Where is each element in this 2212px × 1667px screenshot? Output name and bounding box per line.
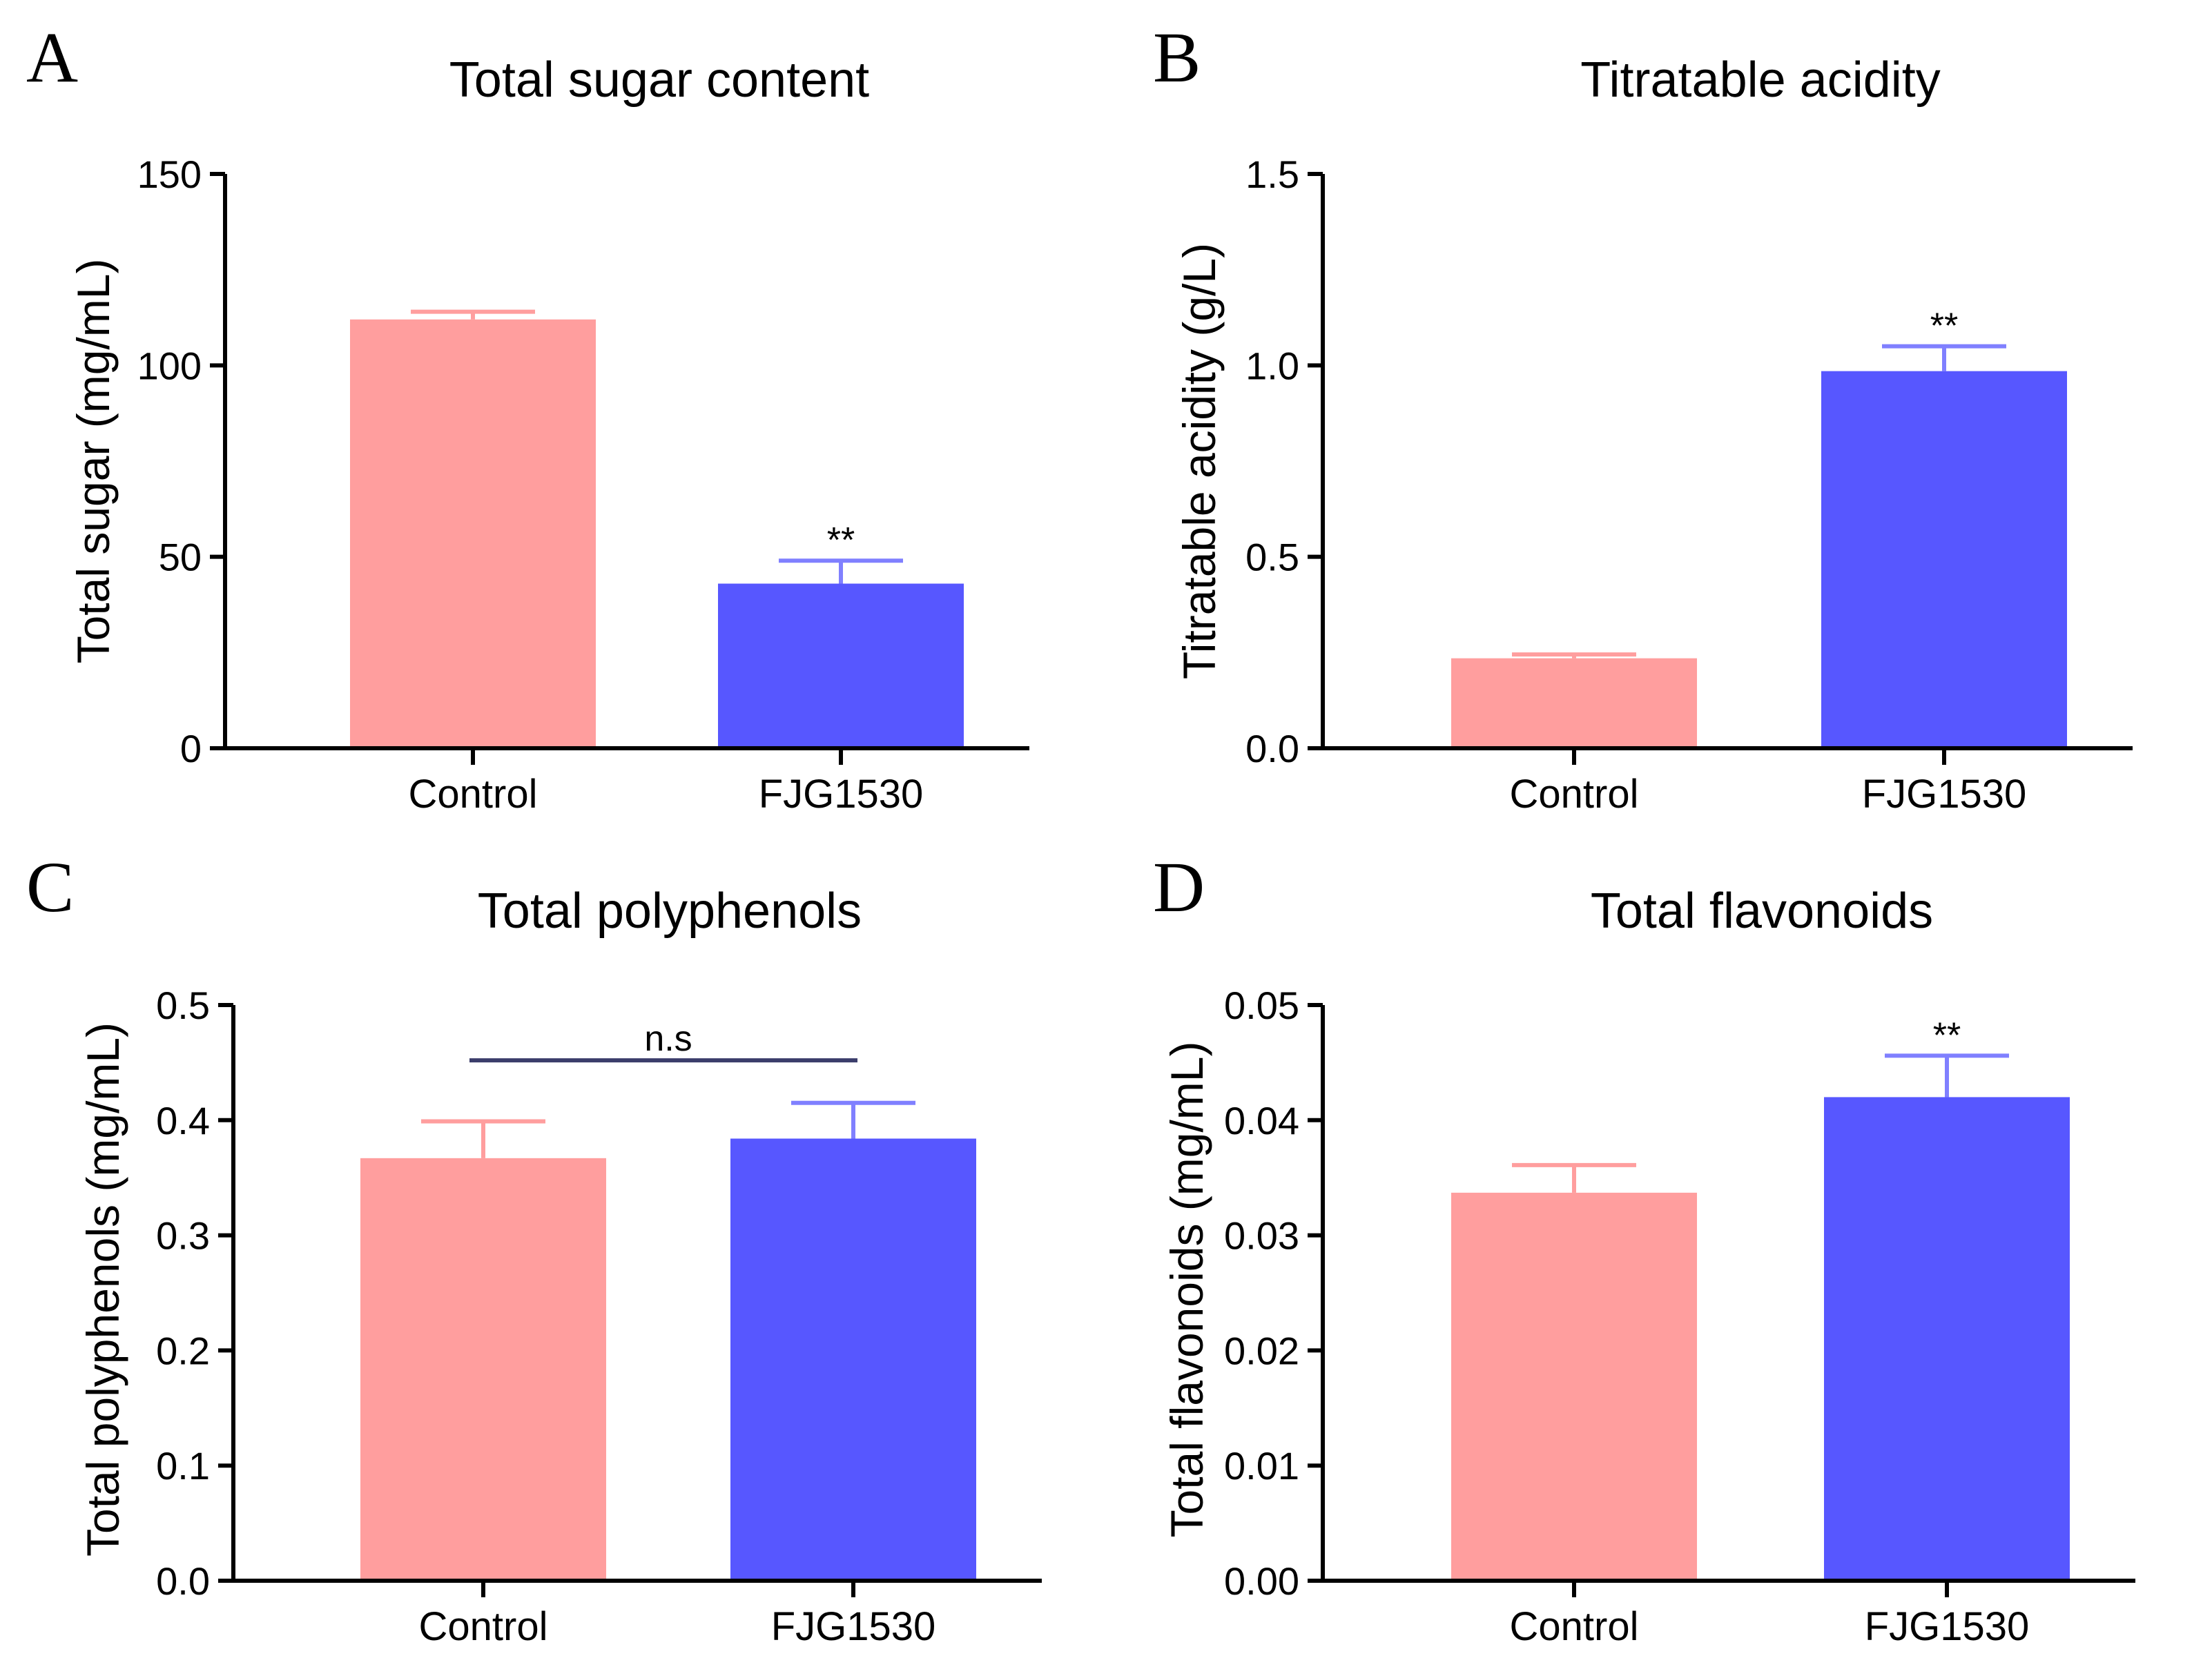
error-bar-fjg1530	[1885, 1053, 2009, 1098]
y-axis-label: Total flavonoids (mg/mL)	[1161, 1042, 1212, 1538]
bar-fjg1530	[1821, 371, 2067, 748]
error-bar-fjg1530	[1882, 344, 2006, 371]
bar-control	[360, 1158, 606, 1581]
x-tick-label-fjg1530: FJG1530	[771, 1604, 936, 1649]
y-tick-label: 0.5	[1245, 536, 1299, 579]
y-tick-label: 1.0	[1245, 344, 1299, 387]
y-tick-label: 150	[137, 153, 202, 196]
panel-a: A Total sugar content Total sugar (mg/mL…	[26, 18, 1029, 817]
error-bar-fjg1530	[791, 1100, 915, 1139]
error-bar-control	[1512, 652, 1636, 659]
y-tick-label: 0.5	[156, 984, 210, 1027]
x-tick-label-control: Control	[419, 1604, 548, 1649]
chart-title: Total flavonoids	[1591, 884, 1933, 939]
y-tick-label: 0.03	[1224, 1214, 1299, 1258]
y-axis-label: Titratable acidity (g/L)	[1174, 243, 1225, 679]
error-bar-control	[411, 309, 535, 320]
y-axis-label: Total sugar (mg/mL)	[68, 259, 119, 664]
y-tick-label: 0.04	[1224, 1099, 1299, 1142]
y-tick-label: 0.3	[156, 1214, 210, 1258]
y-tick-label: 1.5	[1245, 153, 1299, 196]
y-tick-label: 0	[180, 727, 202, 770]
y-tick-label: 50	[159, 536, 202, 579]
bar-control	[1451, 1192, 1697, 1581]
significance-label: **	[1930, 306, 1958, 347]
x-tick-label-fjg1530: FJG1530	[1862, 772, 2027, 817]
panel-letter: B	[1153, 18, 1201, 97]
y-tick-label: 0.00	[1224, 1559, 1299, 1603]
chart-title: Total polyphenols	[478, 884, 862, 939]
y-tick-label: 0.2	[156, 1329, 210, 1372]
panel-b: B Titratable acidity Titratable acidity …	[1153, 18, 2133, 817]
x-tick-label-fjg1530: FJG1530	[759, 772, 924, 817]
x-tick-label-control: Control	[1510, 772, 1639, 817]
y-tick-label: 0.0	[1245, 727, 1299, 770]
bracket-label: n.s	[644, 1019, 692, 1059]
panel-letter: C	[26, 848, 74, 927]
panel-c: C Total polyphenols Total polyphenols (m…	[26, 848, 1042, 1649]
bar-control	[350, 319, 596, 749]
panel-d: D Total flavonoids Total flavonoids (mg/…	[1153, 848, 2135, 1649]
bar-fjg1530	[1824, 1097, 2070, 1581]
bar-fjg1530	[718, 583, 964, 748]
x-tick-label-control: Control	[409, 772, 538, 817]
bar-fjg1530	[730, 1138, 976, 1581]
error-bar-fjg1530	[779, 558, 903, 584]
panel-letter: D	[1153, 848, 1205, 927]
y-tick-label: 0.4	[156, 1099, 210, 1142]
bar-control	[1451, 658, 1697, 748]
y-axis-label: Total polyphenols (mg/mL)	[77, 1022, 128, 1557]
error-bar-control	[1512, 1162, 1636, 1193]
y-tick-label: 0.0	[156, 1559, 210, 1603]
x-tick-label-control: Control	[1510, 1604, 1639, 1649]
error-bar-control	[421, 1119, 545, 1158]
x-tick-label-fjg1530: FJG1530	[1865, 1604, 2030, 1649]
significance-label: **	[827, 520, 855, 560]
panel-letter: A	[26, 18, 78, 97]
chart-title: Total sugar content	[449, 52, 869, 108]
chart-title: Titratable acidity	[1580, 52, 1941, 108]
y-tick-label: 0.01	[1224, 1444, 1299, 1488]
y-tick-label: 0.1	[156, 1444, 210, 1488]
significance-label: **	[1933, 1015, 1961, 1055]
y-tick-label: 0.05	[1224, 984, 1299, 1027]
y-tick-label: 0.02	[1224, 1329, 1299, 1372]
y-tick-label: 100	[137, 344, 202, 387]
